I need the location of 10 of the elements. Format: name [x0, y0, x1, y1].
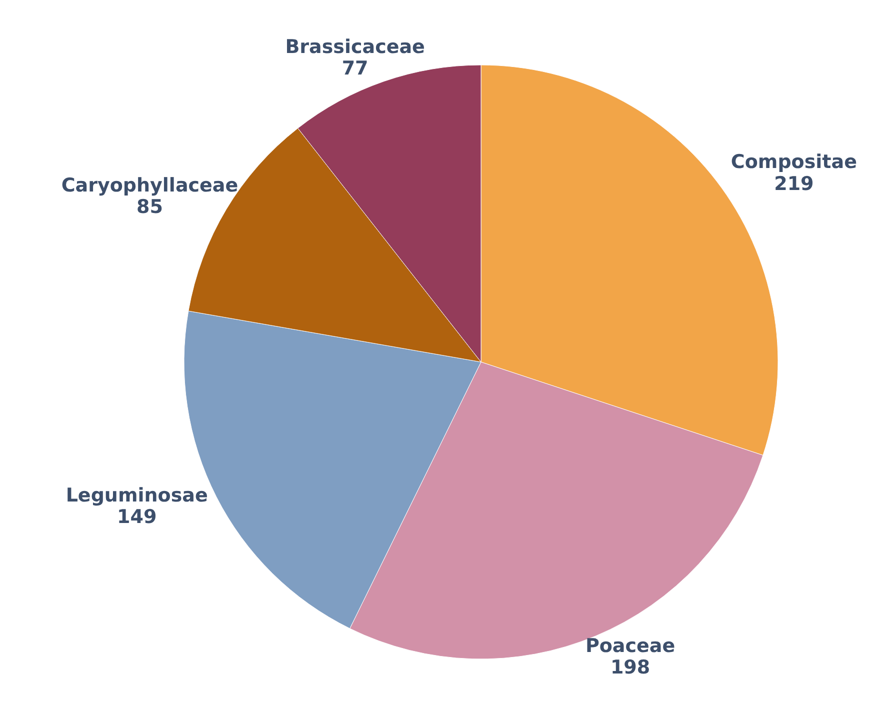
- slice-label: Compositae: [730, 151, 857, 174]
- slice-label: Brassicaceae: [285, 36, 425, 58]
- data-label: 85: [136, 196, 163, 218]
- slice-label: Poaceae: [585, 634, 676, 657]
- data-label: 219: [774, 172, 814, 195]
- data-label: 149: [116, 506, 157, 528]
- data-label: 198: [610, 656, 650, 679]
- slice-label: Leguminosae: [66, 484, 208, 506]
- slice-label: Caryophyllaceae: [61, 174, 238, 196]
- data-label: 77: [342, 58, 368, 80]
